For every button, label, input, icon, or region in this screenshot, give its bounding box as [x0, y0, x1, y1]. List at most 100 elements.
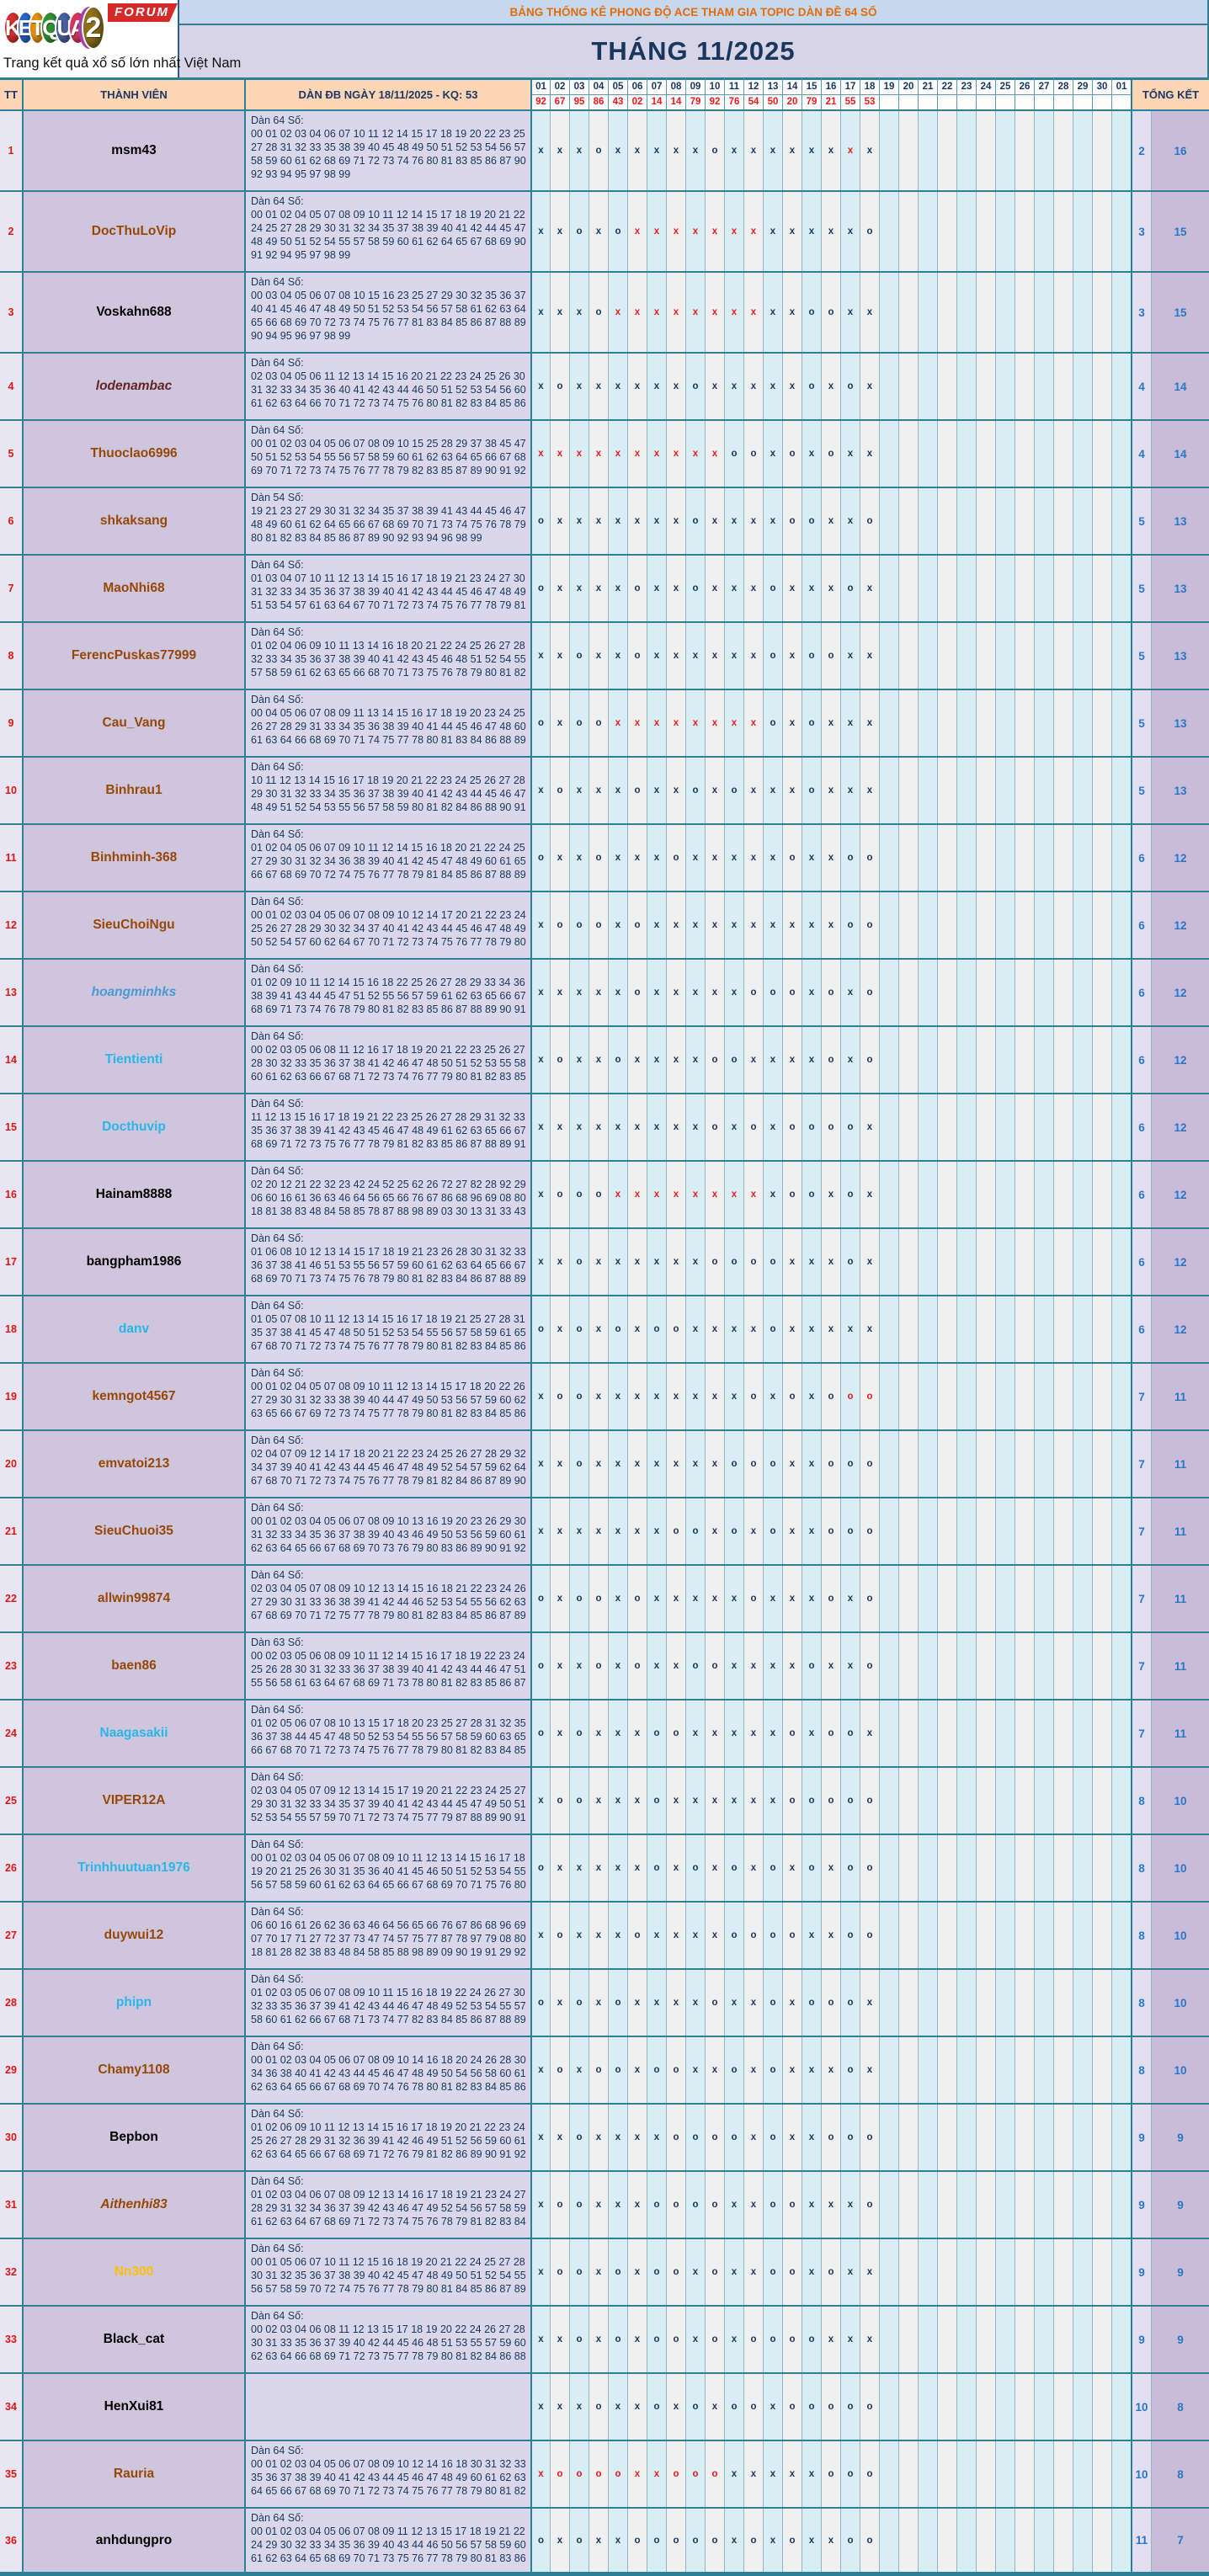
hit-mark: x: [608, 758, 627, 823]
member-name[interactable]: Black_cat: [22, 2307, 244, 2372]
site-logo[interactable]: K E T Q U A 2 FORUM Trang kết quả xổ số lớn nhấ…: [0, 0, 241, 77]
day-label: 05: [609, 80, 627, 95]
miss-mark: o: [608, 2441, 627, 2507]
hit-mark: x: [724, 825, 743, 891]
empty-day-cell: [918, 1566, 937, 1631]
member-row: 27 duywui12 Dàn 64 Số: 06 60 16 61 26 62 36…: [0, 1901, 1209, 1968]
hit-mark: x: [685, 1296, 705, 1362]
miss-mark: o: [666, 2105, 685, 2170]
member-name[interactable]: Thuoclao6996: [22, 421, 244, 487]
hit-mark: x: [685, 2037, 705, 2103]
row-index: 22: [0, 1566, 22, 1631]
member-name[interactable]: shkaksang: [22, 488, 244, 554]
member-row: 14 Tientienti Dàn 64 Số: 00 02 03 05 06 08 …: [0, 1025, 1209, 1093]
hit-mark: x: [705, 1364, 724, 1429]
member-name[interactable]: MaoNhi68: [22, 556, 244, 621]
hit-mark: x: [666, 1768, 685, 1834]
member-name[interactable]: Binhminh-368: [22, 825, 244, 891]
hit-mark: x: [530, 2374, 550, 2440]
miss-mark: o: [860, 892, 879, 958]
hit-mark: x: [724, 623, 743, 689]
miss-mark: o: [724, 2374, 743, 2440]
empty-day-cell: [879, 1970, 898, 2036]
member-name[interactable]: Bepbon: [22, 2105, 244, 2170]
member-name[interactable]: DocThuLoVip: [22, 192, 244, 271]
kq-value: 95: [570, 94, 589, 109]
kq-value: 50: [764, 94, 782, 109]
empty-day-cell: [976, 421, 995, 487]
member-name[interactable]: Nn300: [22, 2239, 244, 2305]
page-title: BẢNG THỐNG KÊ PHONG ĐỘ ACE THAM GIA TOPI…: [179, 0, 1207, 25]
hit-mark: x: [550, 1566, 569, 1631]
empty-day-cell: [1111, 488, 1131, 554]
member-name[interactable]: SieuChoiNgu: [22, 892, 244, 958]
member-name[interactable]: Tientienti: [22, 1027, 244, 1093]
empty-day-cell: [1053, 354, 1073, 419]
member-name[interactable]: kemngot4567: [22, 1364, 244, 1429]
member-name[interactable]: danv: [22, 1296, 244, 1362]
hit-mark: x: [743, 1027, 763, 1093]
empty-day-cell: [956, 1633, 976, 1699]
member-name[interactable]: Trinhhuutuan1976: [22, 1835, 244, 1901]
member-name[interactable]: Aithenhi83: [22, 2172, 244, 2238]
member-name[interactable]: Binhrau1: [22, 758, 244, 823]
empty-day-cell: [995, 488, 1015, 554]
member-name[interactable]: Docthuvip: [22, 1094, 244, 1160]
empty-day-cell: [898, 1566, 918, 1631]
row-index: 4: [0, 354, 22, 419]
hit-mark: x: [743, 690, 763, 756]
member-name[interactable]: Chamy1108: [22, 2037, 244, 2103]
empty-day-cell: [976, 192, 995, 271]
empty-day-cell: [976, 1498, 995, 1564]
miss-mark: o: [705, 2239, 724, 2305]
empty-day-cell: [995, 1835, 1015, 1901]
number-list: 01 02 03 04 06 07 08 09 12 13 14 16 17 1…: [251, 2189, 526, 2227]
member-name[interactable]: Cau_Vang: [22, 690, 244, 756]
number-set: Dàn 64 Số: 02 04 07 09 12 14 17 18 20 21 …: [244, 1431, 530, 1497]
hit-mark: x: [763, 488, 782, 554]
hit-mark: x: [763, 354, 782, 419]
empty-day-cell: [918, 192, 937, 271]
hit-mark: x: [569, 758, 589, 823]
member-name[interactable]: lodenambac: [22, 354, 244, 419]
member-name[interactable]: phipn: [22, 1970, 244, 2036]
hit-mark: x: [821, 1903, 840, 1968]
empty-day-cell: [898, 1162, 918, 1227]
member-name[interactable]: msm43: [22, 111, 244, 190]
hit-mark: x: [840, 273, 860, 352]
member-name[interactable]: allwin99874: [22, 1566, 244, 1631]
total-miss-count: 8: [1131, 1768, 1151, 1834]
member-name[interactable]: FerencPuskas77999: [22, 623, 244, 689]
row-index: 24: [0, 1700, 22, 1766]
empty-day-cell: [898, 1768, 918, 1834]
miss-mark: o: [763, 1903, 782, 1968]
member-name[interactable]: hoangminhks: [22, 960, 244, 1025]
total-miss-count: 9: [1131, 2239, 1151, 2305]
member-name[interactable]: HenXui81: [22, 2374, 244, 2440]
empty-day-cell: [976, 1768, 995, 1834]
member-name[interactable]: emvatoi213: [22, 1431, 244, 1497]
miss-mark: o: [569, 1296, 589, 1362]
empty-day-cell: [937, 192, 956, 271]
member-name[interactable]: Hainam8888: [22, 1162, 244, 1227]
member-name[interactable]: SieuChuoi35: [22, 1498, 244, 1564]
hit-mark: x: [627, 2037, 647, 2103]
empty-day-cell: [995, 1700, 1015, 1766]
member-name[interactable]: anhdungpro: [22, 2509, 244, 2572]
hit-mark: x: [608, 1094, 627, 1160]
member-name[interactable]: Naagasakii: [22, 1700, 244, 1766]
member-name[interactable]: Voskahn688: [22, 273, 244, 352]
empty-day-cell: [1034, 2172, 1053, 2238]
member-name[interactable]: Rauria: [22, 2441, 244, 2507]
member-name[interactable]: duywui12: [22, 1903, 244, 1968]
empty-day-cell: [1111, 2105, 1131, 2170]
hit-mark: x: [705, 1296, 724, 1362]
member-name[interactable]: VIPER12A: [22, 1768, 244, 1834]
member-name[interactable]: baen86: [22, 1633, 244, 1699]
number-set-label: Dàn 64 Số:: [251, 1098, 304, 1110]
member-name[interactable]: bangpham1986: [22, 1229, 244, 1295]
empty-day-cell: [1073, 1566, 1092, 1631]
day-column-header: 01: [1111, 77, 1131, 109]
miss-mark: o: [840, 556, 860, 621]
total-hit-count: 15: [1151, 273, 1209, 352]
